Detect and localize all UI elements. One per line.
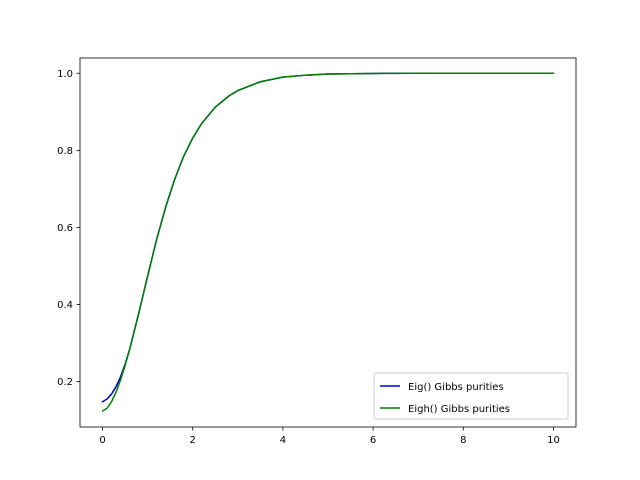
y-tick-label: 1.0 — [57, 69, 73, 80]
series-line-2 — [101, 72, 555, 412]
x-tick-label: 0 — [99, 435, 105, 446]
y-tick-label: 0.8 — [57, 146, 73, 157]
legend-label-2: Eigh() Gibbs purities — [408, 404, 510, 415]
legend-box — [373, 372, 569, 420]
legend: Eig() Gibbs purities Eigh() Gibbs puritie… — [373, 372, 569, 420]
x-tick-label: 10 — [547, 435, 560, 446]
y-tick-label: 0.6 — [57, 223, 73, 234]
legend-label-1: Eig() Gibbs purities — [408, 382, 504, 393]
y-tick-label: 0.2 — [57, 377, 73, 388]
x-tick-label: 8 — [460, 435, 466, 446]
x-tick-label: 4 — [280, 435, 286, 446]
series-layer — [101, 72, 555, 412]
plot-area — [79, 57, 577, 428]
y-axis: 0.2 0.4 0.6 0.8 1.0 — [57, 69, 80, 388]
x-axis: 0 2 4 6 8 10 — [99, 427, 560, 446]
x-tick-label: 6 — [370, 435, 376, 446]
axes-frame — [79, 57, 577, 428]
y-tick-label: 0.4 — [57, 300, 73, 311]
x-tick-label: 2 — [190, 435, 196, 446]
